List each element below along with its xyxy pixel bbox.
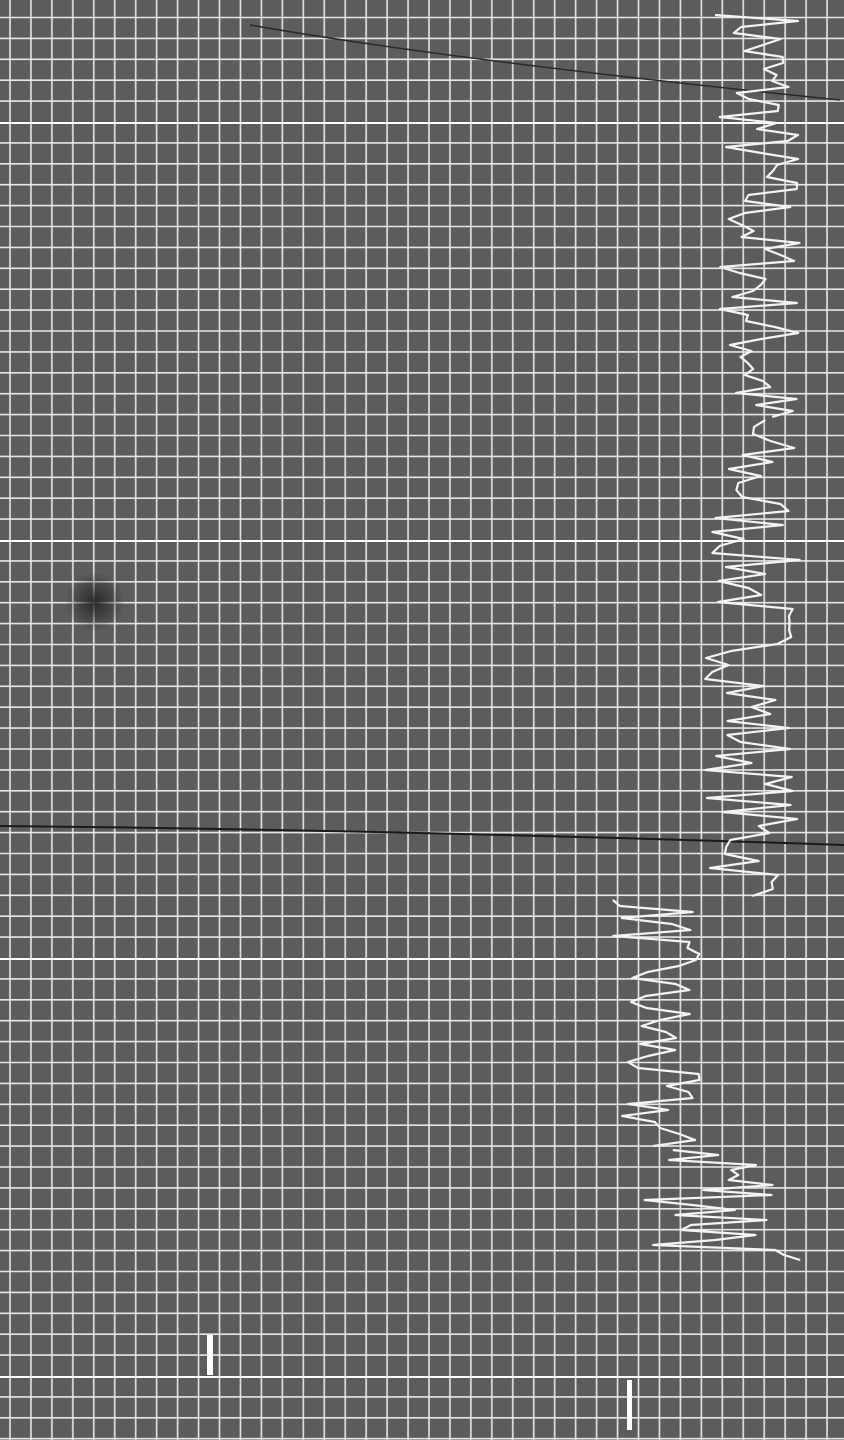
crease [249,24,841,101]
smudge [65,572,125,632]
trace-segment [612,899,701,1148]
trace-segment [704,419,801,898]
trace-segment [643,1148,801,1262]
recorder-trace [612,13,801,1262]
crease [0,825,844,846]
pen-mark [627,1380,632,1430]
trace-segment [714,13,801,419]
pen-mark [207,1335,213,1375]
